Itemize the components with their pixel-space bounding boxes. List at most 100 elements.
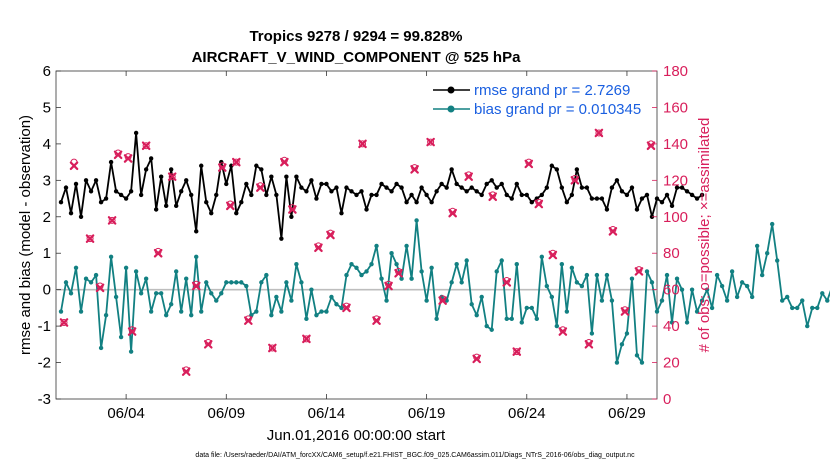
rmse-point xyxy=(634,207,640,212)
obs-assimilated-marker xyxy=(167,172,177,181)
rmse-point xyxy=(519,192,524,198)
rmse-point xyxy=(259,167,264,172)
series-obs-assimilated xyxy=(59,128,656,376)
bias-point xyxy=(314,312,319,318)
obs-assimilated-marker xyxy=(127,327,137,336)
obs-assimilated-marker xyxy=(95,283,105,293)
obs-assimilated-marker xyxy=(326,230,335,240)
bias-point xyxy=(229,280,234,285)
rmse-point xyxy=(244,181,249,187)
bias-point xyxy=(464,258,469,263)
rmse-point xyxy=(184,178,189,183)
y2-tick-label: 180 xyxy=(663,63,688,80)
bias-point xyxy=(674,276,680,281)
rmse-point xyxy=(484,181,489,187)
bias-point xyxy=(138,291,144,296)
rmse-point xyxy=(589,196,595,201)
rmse-point xyxy=(404,200,409,205)
bias-point xyxy=(704,287,710,292)
rmse-point xyxy=(359,189,364,194)
rmse-point xyxy=(524,192,529,198)
rmse-point xyxy=(168,167,174,172)
bias-point xyxy=(614,360,620,365)
obs-assimilated-marker xyxy=(302,334,311,344)
rmse-point xyxy=(304,189,309,194)
bias-point xyxy=(564,309,570,314)
plot-frame xyxy=(55,70,658,400)
y2-tick-label: 160 xyxy=(663,99,688,116)
bias-point xyxy=(239,280,244,285)
obs-assimilated-marker xyxy=(620,307,630,316)
y2-tick-label: 20 xyxy=(663,355,680,372)
rmse-point xyxy=(629,185,635,190)
bias-point xyxy=(825,298,830,303)
rmse-point xyxy=(554,167,560,172)
bias-point xyxy=(790,305,795,311)
bias-point xyxy=(554,323,560,329)
bias-point xyxy=(123,265,129,270)
obs-possible-marker xyxy=(595,129,603,137)
obs-assimilated-marker xyxy=(472,354,481,364)
bias-point xyxy=(424,298,429,303)
bias-point xyxy=(604,272,610,278)
bias-point xyxy=(810,305,815,311)
rmse-point xyxy=(148,156,154,161)
bias-point xyxy=(534,316,539,322)
rmse-point xyxy=(143,167,149,172)
bias-point xyxy=(479,294,484,300)
bias-point xyxy=(219,291,224,296)
rmse-point xyxy=(264,192,269,198)
obs-assimilated-marker xyxy=(203,340,213,349)
obs-assimilated-marker xyxy=(448,208,457,218)
obs-assimilated-marker xyxy=(181,367,191,376)
bias-point xyxy=(719,283,725,289)
rmse-point xyxy=(684,189,690,194)
rmse-point xyxy=(619,189,625,194)
rmse-point xyxy=(158,174,164,179)
bias-point xyxy=(174,269,179,274)
rmse-point xyxy=(113,189,119,194)
bias-point xyxy=(234,280,239,285)
y2-tick-label: 40 xyxy=(663,318,680,335)
rmse-point xyxy=(449,167,454,172)
rmse-point xyxy=(614,178,620,183)
rmse-point xyxy=(163,203,169,209)
rmse-point xyxy=(549,163,555,168)
obs-assimilated-marker xyxy=(502,278,512,287)
bias-point xyxy=(639,360,645,365)
rmse-point xyxy=(344,185,349,190)
obs-possible-marker xyxy=(427,138,435,146)
bias-point xyxy=(163,312,169,318)
bias-point xyxy=(484,323,489,329)
rmse-point xyxy=(364,207,369,212)
rmse-point xyxy=(93,178,99,183)
bias-point xyxy=(734,294,740,300)
rmse-point xyxy=(138,192,144,198)
x-axis-label: Jun.01,2016 00:00:00 start xyxy=(267,427,446,444)
chart-title: Tropics 9278 / 9294 = 99.828% xyxy=(249,28,462,45)
bias-point xyxy=(744,283,750,289)
bias-point xyxy=(474,312,479,318)
bias-point xyxy=(699,298,705,303)
rmse-point xyxy=(419,185,424,190)
y-tick-label: 1 xyxy=(43,245,51,262)
obs-assimilated-marker xyxy=(107,216,117,225)
rmse-point xyxy=(369,192,374,198)
bias-point xyxy=(244,283,249,289)
rmse-point xyxy=(284,174,289,179)
obs-assimilated-marker xyxy=(464,172,473,181)
obs-assimilated-marker xyxy=(256,183,265,192)
rmse-point xyxy=(334,185,339,190)
bias-point xyxy=(184,276,189,281)
rmse-point xyxy=(579,185,585,190)
rmse-point xyxy=(209,210,214,216)
obs-assimilated-marker xyxy=(410,165,419,174)
bias-point xyxy=(634,353,640,358)
bias-point xyxy=(168,302,174,307)
bias-point xyxy=(504,316,509,322)
rmse-point xyxy=(469,185,474,190)
rmse-point xyxy=(674,185,680,190)
bias-point xyxy=(78,309,84,314)
rmse-point xyxy=(339,210,344,216)
rmse-point xyxy=(349,189,354,194)
